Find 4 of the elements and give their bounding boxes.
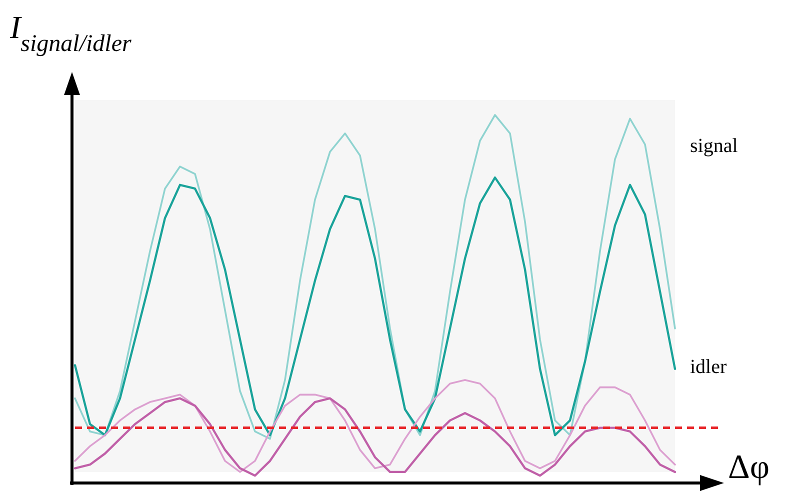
text: signal: [690, 135, 738, 158]
y-axis-title: I$_{signal/idler}$: [9, 9, 132, 57]
x-axis-title: Δφ: [728, 449, 770, 486]
text: idler: [690, 356, 727, 378]
